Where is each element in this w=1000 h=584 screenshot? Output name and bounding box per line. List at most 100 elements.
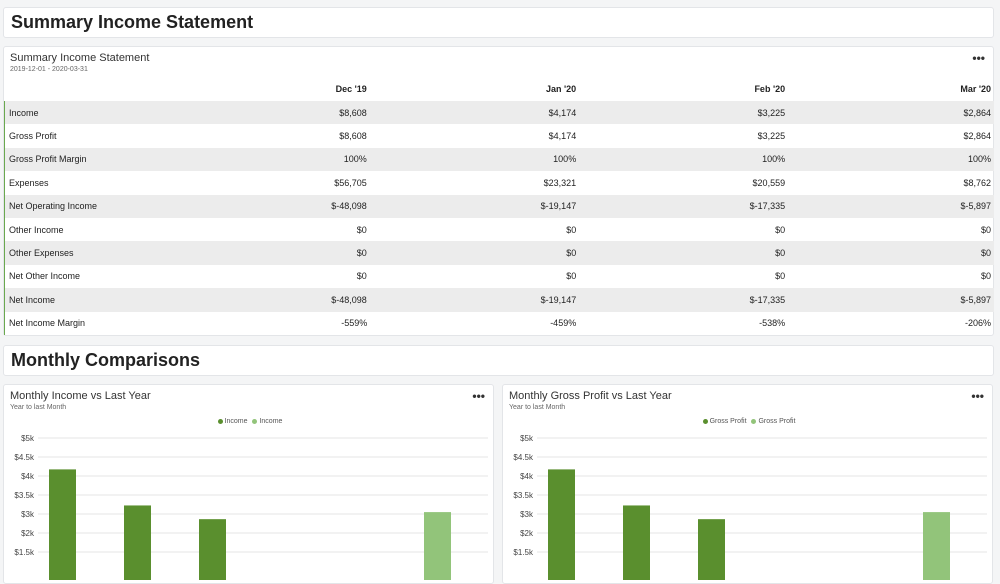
table-cell: $0 bbox=[980, 224, 991, 235]
table-cell: $0 bbox=[566, 271, 577, 282]
table-cell: $0 bbox=[980, 271, 991, 282]
table-cell: $0 bbox=[566, 224, 577, 235]
table-cell: $-17,335 bbox=[579, 194, 789, 218]
table-cell: $-48,098 bbox=[161, 288, 371, 312]
column-header[interactable]: Jan '20 bbox=[546, 84, 577, 94]
table-row: Income $8,608 $4,174 $3,225 $2,864 bbox=[4, 101, 994, 125]
bar[interactable] bbox=[124, 505, 151, 580]
y-tick-label: $3k bbox=[21, 510, 35, 519]
gross-profit-bar-chart: $5k $4.5k $4k $3.5k $3k $2k $1.5k bbox=[513, 434, 987, 580]
table-row: Net Operating Income $-48,098 $-19,147 $-17… bbox=[4, 194, 994, 218]
y-tick-label: $4k bbox=[520, 472, 534, 481]
legend-dot-icon bbox=[751, 418, 757, 424]
table-cell: $2,864 bbox=[788, 101, 994, 125]
legend-dot-icon bbox=[217, 418, 223, 424]
y-tick-label: $4k bbox=[21, 472, 35, 481]
table-cell: $0 bbox=[788, 241, 994, 265]
chart-menu-icon[interactable]: ••• bbox=[971, 389, 984, 403]
legend-label[interactable]: Income bbox=[224, 418, 248, 425]
chart-subtitle: Year to last Month bbox=[509, 404, 566, 411]
table-row: Gross Profit $8,608 $4,174 $3,225 $2,864 bbox=[4, 124, 995, 148]
table-cell: $56,705 bbox=[334, 177, 367, 188]
chart-legend: Income Income bbox=[4, 418, 493, 425]
table-cell: $0 bbox=[356, 224, 367, 235]
y-tick-label: $3k bbox=[520, 510, 534, 519]
income-statement-table: Dec '19 Jan '20 Feb '20 Mar '20 Income $8… bbox=[4, 77, 994, 335]
y-tick-label: $1.5k bbox=[513, 548, 534, 557]
table-row: Gross Profit Margin 100% 100% 100% 100% bbox=[4, 147, 994, 172]
column-header[interactable]: Dec '19 bbox=[335, 84, 367, 94]
row-label: Other Expenses bbox=[4, 241, 162, 265]
table-cell: $20,559 bbox=[752, 177, 786, 188]
column-header[interactable]: Mar '20 bbox=[960, 84, 991, 94]
comparisons-section-header: Monthly Comparisons bbox=[3, 345, 994, 376]
table-cell: $-48,098 bbox=[161, 194, 371, 218]
table-cell: $0 bbox=[775, 271, 786, 282]
table-cell: $0 bbox=[370, 241, 580, 265]
table-cell: $8,762 bbox=[963, 177, 991, 188]
summary-section-header: Summary Income Statement bbox=[3, 7, 994, 38]
table-cell: -559% bbox=[341, 318, 368, 329]
table-cell: $8,608 bbox=[339, 131, 367, 142]
chart-title: Monthly Gross Profit vs Last Year bbox=[509, 390, 672, 402]
table-cell: $0 bbox=[775, 224, 786, 235]
table-cell: $-19,147 bbox=[370, 194, 580, 218]
legend-dot-icon bbox=[702, 418, 708, 424]
bar[interactable] bbox=[424, 512, 451, 580]
chart-legend: Gross Profit Gross Profit bbox=[503, 418, 992, 425]
legend-label[interactable]: Gross Profit bbox=[758, 418, 796, 425]
column-header[interactable]: Feb '20 bbox=[754, 84, 786, 94]
row-label: Expenses bbox=[4, 171, 162, 195]
row-label: Gross Profit Margin bbox=[4, 147, 162, 172]
income-statement-card: Summary Income Statement 2019-12-01 - 20… bbox=[3, 46, 994, 336]
legend-dot-icon bbox=[252, 418, 258, 424]
comparisons-section-title: Monthly Comparisons bbox=[11, 350, 201, 370]
table-cell: $3,225 bbox=[757, 131, 786, 142]
legend-label[interactable]: Income bbox=[259, 418, 283, 425]
table-cell: 100% bbox=[161, 147, 371, 172]
y-tick-label: $4.5k bbox=[14, 453, 35, 462]
row-label: Income bbox=[4, 101, 162, 125]
table-cell: $2,864 bbox=[963, 131, 991, 142]
income-chart-card: Monthly Income vs Last Year Year to last… bbox=[3, 384, 494, 584]
summary-section-title: Summary Income Statement bbox=[11, 12, 254, 32]
bar[interactable] bbox=[623, 505, 650, 580]
y-tick-label: $2k bbox=[21, 529, 35, 538]
chart-title: Monthly Income vs Last Year bbox=[10, 390, 151, 402]
table-cell: -459% bbox=[550, 318, 577, 329]
table-cell: $3,225 bbox=[579, 101, 789, 125]
table-cell: $-5,897 bbox=[788, 288, 994, 312]
table-cell: $4,174 bbox=[548, 131, 577, 142]
bar[interactable] bbox=[49, 469, 76, 580]
y-tick-label: $3.5k bbox=[513, 491, 534, 500]
row-label: Net Operating Income bbox=[4, 194, 162, 218]
bar[interactable] bbox=[199, 519, 226, 580]
table-cell: $-19,147 bbox=[370, 288, 580, 312]
row-label: Other Income bbox=[4, 217, 162, 242]
table-cell: $-17,335 bbox=[579, 288, 789, 312]
y-tick-label: $3.5k bbox=[14, 491, 35, 500]
table-row: Net Income $-48,098 $-19,147 $-17,335 $-5,89… bbox=[4, 288, 994, 312]
table-cell: $4,174 bbox=[370, 101, 580, 125]
bar[interactable] bbox=[548, 469, 575, 580]
row-label: Net Other Income bbox=[4, 264, 162, 289]
table-cell: $0 bbox=[356, 271, 367, 282]
table-row: Other Income $0 $0 $0 $0 bbox=[4, 217, 995, 242]
table-cell: $23,321 bbox=[543, 177, 577, 188]
table-cell: 100% bbox=[370, 147, 580, 172]
statement-date-range: 2019-12-01 - 2020-03-31 bbox=[10, 66, 88, 73]
bar[interactable] bbox=[698, 519, 725, 580]
chart-menu-icon[interactable]: ••• bbox=[472, 389, 485, 403]
legend-label[interactable]: Gross Profit bbox=[709, 418, 747, 425]
y-tick-label: $1.5k bbox=[14, 548, 35, 557]
bar[interactable] bbox=[923, 512, 950, 580]
table-cell: 100% bbox=[579, 147, 789, 172]
table-cell: $-5,897 bbox=[788, 194, 994, 218]
row-label: Gross Profit bbox=[4, 124, 162, 148]
column-header bbox=[5, 77, 162, 101]
y-tick-label: $4.5k bbox=[513, 453, 534, 462]
chart-subtitle: Year to last Month bbox=[10, 404, 67, 411]
table-row: Net Income Margin -559% -459% -538% -206% bbox=[4, 311, 995, 335]
table-cell: $0 bbox=[161, 241, 371, 265]
statement-menu-icon[interactable]: ••• bbox=[972, 51, 985, 65]
